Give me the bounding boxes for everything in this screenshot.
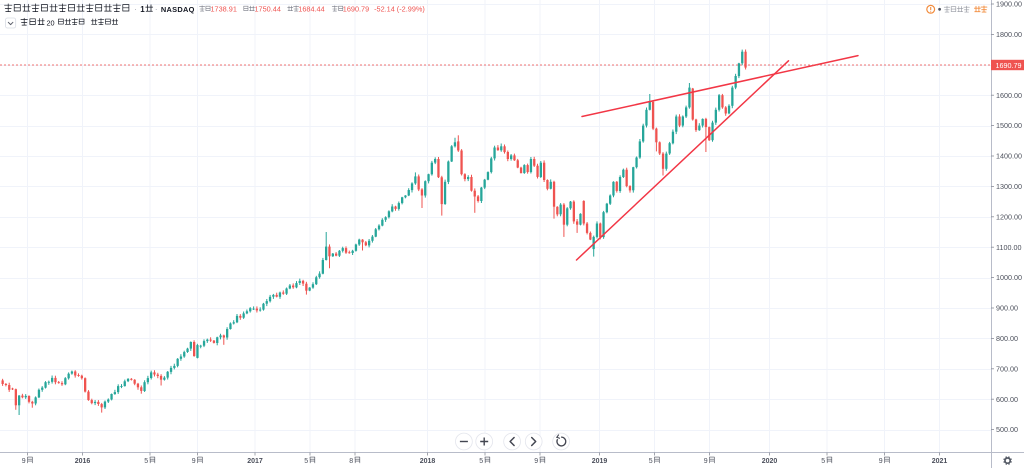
svg-text:1684.44: 1684.44 <box>298 5 324 14</box>
svg-text:1900.00: 1900.00 <box>996 0 1022 9</box>
svg-text:-52.14 (-2.99%): -52.14 (-2.99%) <box>374 5 425 14</box>
svg-text:1750.44: 1750.44 <box>255 5 281 14</box>
svg-text:1000.00: 1000.00 <box>996 273 1022 282</box>
svg-text:5: 5 <box>479 458 483 465</box>
svg-text:700.00: 700.00 <box>996 364 1018 373</box>
svg-text:9: 9 <box>879 458 883 465</box>
svg-text:1200.00: 1200.00 <box>996 212 1022 221</box>
svg-text:2019: 2019 <box>592 458 608 465</box>
svg-text:5: 5 <box>304 458 308 465</box>
svg-text:·: · <box>134 4 137 14</box>
svg-text:2016: 2016 <box>75 458 91 465</box>
svg-text:9: 9 <box>22 458 26 465</box>
svg-text:1400.00: 1400.00 <box>996 152 1022 161</box>
svg-text:1100.00: 1100.00 <box>996 243 1021 252</box>
svg-text:1500.00: 1500.00 <box>996 121 1022 130</box>
svg-text:5: 5 <box>144 458 148 465</box>
svg-text:2021: 2021 <box>932 458 948 465</box>
svg-text:1738.91: 1738.91 <box>211 5 237 14</box>
svg-text:1600.00: 1600.00 <box>996 91 1022 100</box>
svg-text:1300.00: 1300.00 <box>996 182 1022 191</box>
svg-text:2020: 2020 <box>762 458 778 465</box>
svg-text:NASDAQ: NASDAQ <box>161 5 195 14</box>
svg-text:9: 9 <box>704 458 708 465</box>
svg-text:20: 20 <box>47 19 55 28</box>
svg-text:800.00: 800.00 <box>996 334 1018 343</box>
svg-text:5: 5 <box>649 458 653 465</box>
svg-text:900.00: 900.00 <box>996 304 1018 313</box>
svg-text:1: 1 <box>140 5 145 14</box>
svg-text:2018: 2018 <box>420 458 436 465</box>
svg-text:·: · <box>155 4 158 14</box>
svg-text:1800.00: 1800.00 <box>996 30 1022 39</box>
svg-text:500.00: 500.00 <box>996 425 1018 434</box>
svg-text:9: 9 <box>534 458 538 465</box>
svg-text:8: 8 <box>349 458 353 465</box>
svg-text:600.00: 600.00 <box>996 395 1018 404</box>
svg-text:1690.79: 1690.79 <box>996 61 1022 70</box>
svg-text:9: 9 <box>192 458 196 465</box>
svg-text:5: 5 <box>821 458 825 465</box>
svg-text:1690.79: 1690.79 <box>343 5 369 14</box>
svg-text:2017: 2017 <box>247 458 263 465</box>
